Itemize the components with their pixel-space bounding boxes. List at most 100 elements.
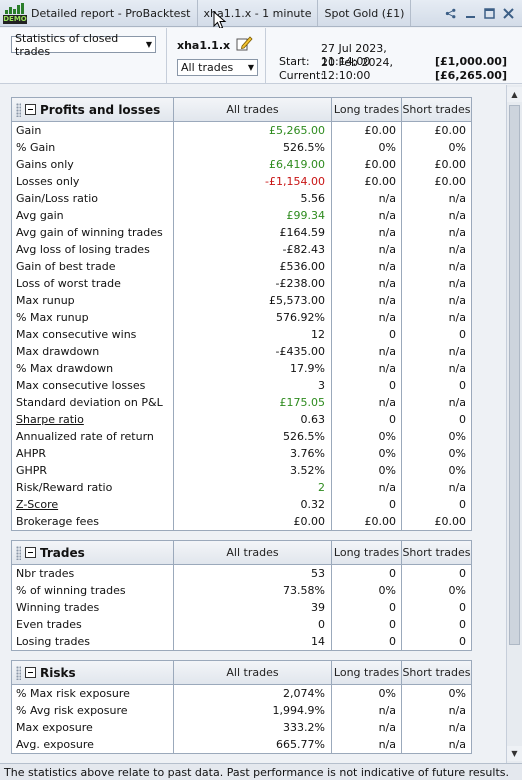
row-label: Losses only (12, 173, 174, 190)
value-short-trades: £0.00 (434, 515, 467, 528)
value-long-trades: 0% (332, 685, 402, 702)
row-label: Avg gain (12, 207, 174, 224)
row-label: Gain of best trade (12, 258, 174, 275)
table-row: Avg gain of winning trades £164.59 n/a n/a (12, 224, 471, 241)
window-title: DEMO Detailed report - ProBacktest (0, 0, 198, 26)
value-short-trades: 0 (459, 601, 466, 614)
row-label: Gains only (12, 156, 174, 173)
scrollbar-thumb[interactable] (509, 105, 520, 645)
drag-handle-icon[interactable] (16, 545, 21, 560)
value-short-trades: £0.00 (434, 158, 467, 171)
current-amount: [£6,265.00] (435, 69, 507, 82)
row-label: Even trades (12, 616, 174, 633)
table-row: AHPR 3.76% 0% 0% (12, 445, 471, 462)
value-short-trades: n/a (448, 345, 466, 358)
value-long-trades: £0.00 (332, 122, 402, 139)
collapse-icon[interactable] (25, 547, 36, 558)
drag-handle-icon[interactable] (16, 665, 21, 680)
collapse-icon[interactable] (25, 667, 36, 678)
table-row: Gains only £6,419.00 £0.00 £0.00 (12, 156, 471, 173)
row-label[interactable]: Sharpe ratio (12, 411, 174, 428)
value-all-trades: £164.59 (174, 224, 332, 241)
maximize-icon[interactable] (483, 7, 495, 19)
header-divider (265, 28, 266, 84)
table-row: Loss of worst trade -£238.00 n/a n/a (12, 275, 471, 292)
row-label: Max exposure (12, 719, 174, 736)
table-row: Even trades 0 0 0 (12, 616, 471, 633)
value-short-trades: n/a (448, 396, 466, 409)
section-header: Profits and losses All trades Long trades S… (12, 98, 471, 122)
value-all-trades: 17.9% (174, 360, 332, 377)
section-risks: Risks All trades Long trades Short trades % … (11, 660, 472, 754)
value-short-trades: n/a (448, 311, 466, 324)
column-header-short: Short trades (402, 666, 471, 679)
value-short-trades: n/a (448, 243, 466, 256)
row-label[interactable]: Z-Score (12, 496, 174, 513)
section-header: Risks All trades Long trades Short trades (12, 661, 471, 685)
table-row: GHPR 3.52% 0% 0% (12, 462, 471, 479)
current-label: Current: (279, 69, 325, 82)
value-all-trades: 665.77% (174, 736, 332, 753)
section-header: Trades All trades Long trades Short trades (12, 541, 471, 565)
row-label: % Avg risk exposure (12, 702, 174, 719)
trades-filter-select[interactable]: All trades ▼ (177, 59, 258, 76)
row-label: Avg. exposure (12, 736, 174, 753)
section-title-cell: Profits and losses (12, 98, 174, 121)
system-tab[interactable]: xha1.1.x - 1 minute (198, 0, 319, 26)
value-long-trades: n/a (332, 190, 402, 207)
value-long-trades: n/a (332, 343, 402, 360)
value-long-trades: n/a (332, 719, 402, 736)
value-all-trades: £536.00 (174, 258, 332, 275)
value-long-trades: 0 (332, 411, 402, 428)
table-row: Gain £5,265.00 £0.00 £0.00 (12, 122, 471, 139)
value-all-trades: £0.00 (174, 513, 332, 530)
value-short-trades: 0% (448, 447, 466, 460)
row-label: Max drawdown (12, 343, 174, 360)
value-all-trades: 576.92% (174, 309, 332, 326)
row-label: Winning trades (12, 599, 174, 616)
close-icon[interactable] (502, 7, 514, 19)
value-short-trades: 0% (448, 430, 466, 443)
current-date: 20 Feb 2024, 12:10:00 (321, 56, 393, 82)
statistics-type-select[interactable]: Statistics of closed trades ▼ (11, 32, 156, 58)
value-long-trades: n/a (332, 702, 402, 719)
title-bar: DEMO Detailed report - ProBacktest xha1.… (0, 0, 522, 27)
share-icon[interactable] (445, 7, 457, 19)
value-all-trades: £5,573.00 (174, 292, 332, 309)
value-short-trades: 0% (448, 584, 466, 597)
system-name: xha1.1.x (177, 39, 231, 52)
value-all-trades: 12 (174, 326, 332, 343)
table-row: Sharpe ratio 0.63 0 0 (12, 411, 471, 428)
column-header-all: All trades (174, 98, 332, 121)
value-all-trades: £5,265.00 (174, 122, 332, 139)
vertical-scrollbar[interactable]: ▲ ▼ (506, 85, 522, 763)
value-short-trades: 0% (448, 464, 466, 477)
value-long-trades: 0% (332, 582, 402, 599)
row-label: Avg gain of winning trades (12, 224, 174, 241)
value-all-trades: 1,994.9% (174, 702, 332, 719)
value-long-trades: 0% (332, 462, 402, 479)
edit-icon[interactable] (236, 35, 253, 51)
report-content[interactable]: Profits and losses All trades Long trades S… (0, 85, 506, 763)
column-header-all: All trades (174, 541, 332, 564)
value-short-trades: n/a (448, 226, 466, 239)
drag-handle-icon[interactable] (16, 102, 21, 117)
value-all-trades: 39 (174, 599, 332, 616)
value-short-trades: £0.00 (434, 175, 467, 188)
section-title-cell: Risks (12, 661, 174, 684)
value-all-trades: -£238.00 (174, 275, 332, 292)
value-all-trades: -£435.00 (174, 343, 332, 360)
table-row: Standard deviation on P&L £175.05 n/a n/a (12, 394, 471, 411)
value-short-trades: n/a (448, 738, 466, 751)
value-long-trades: 0% (332, 445, 402, 462)
value-all-trades: 526.5% (174, 139, 332, 156)
collapse-icon[interactable] (25, 104, 36, 115)
value-long-trades: 0 (332, 326, 402, 343)
instrument-label: Spot Gold (£1) (318, 0, 412, 26)
scroll-up-icon[interactable]: ▲ (507, 87, 522, 102)
scroll-down-icon[interactable]: ▼ (507, 746, 522, 761)
row-label: Gain (12, 122, 174, 139)
chevron-down-icon: ▼ (247, 63, 254, 72)
minimize-icon[interactable] (464, 7, 476, 19)
table-row: Gain/Loss ratio 5.56 n/a n/a (12, 190, 471, 207)
